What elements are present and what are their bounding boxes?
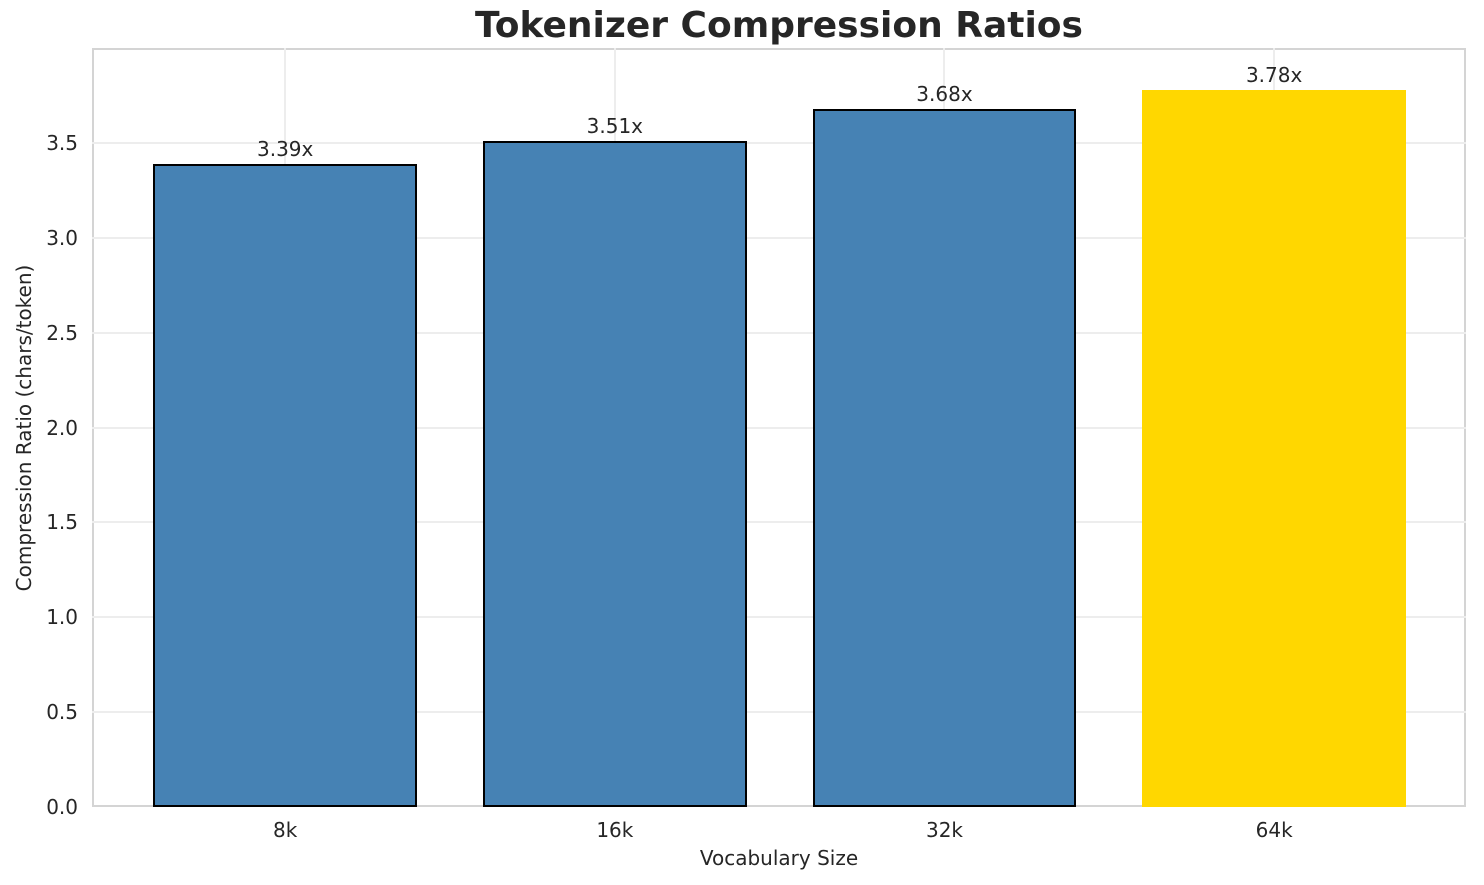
h-gridline [92,711,1466,714]
x-tick-label-64k: 64k [1255,818,1293,842]
x-tick-label-32k: 32k [925,818,963,842]
x-tick-label-16k: 16k [596,818,634,842]
bar-64k [1142,89,1406,807]
y-tick-label: 3.5 [46,130,78,155]
y-tick-label: 3.0 [46,225,78,250]
y-tick-label: 2.0 [46,415,78,440]
x-tick-label-8k: 8k [273,818,298,842]
y-tick-label: 1.0 [46,605,78,630]
y-tick-label: 0.5 [46,700,78,725]
h-gridline [92,331,1466,334]
h-gridline [92,521,1466,524]
h-gridline [92,426,1466,429]
bar-16k [482,140,747,807]
bar-8k [153,163,418,807]
y-tick-label: 2.5 [46,320,78,345]
bar-value-label: 3.39x [256,136,314,161]
bar-value-label: 3.68x [916,81,973,106]
h-gridline [92,616,1466,619]
h-gridline [92,141,1466,144]
y-tick-label: 0.0 [46,795,78,819]
x-axis-label: Vocabulary Size [699,846,859,870]
bar-value-label: 3.51x [586,113,644,138]
chart-title: Tokenizer Compression Ratios [475,5,1083,46]
bar-value-label: 3.78x [1245,62,1303,87]
bar-32k [812,108,1077,807]
plot-area: 3.39x 3.51x 3.68x 3.78x [92,48,1466,807]
h-gridline [92,236,1466,239]
y-tick-label: 1.5 [46,510,78,535]
